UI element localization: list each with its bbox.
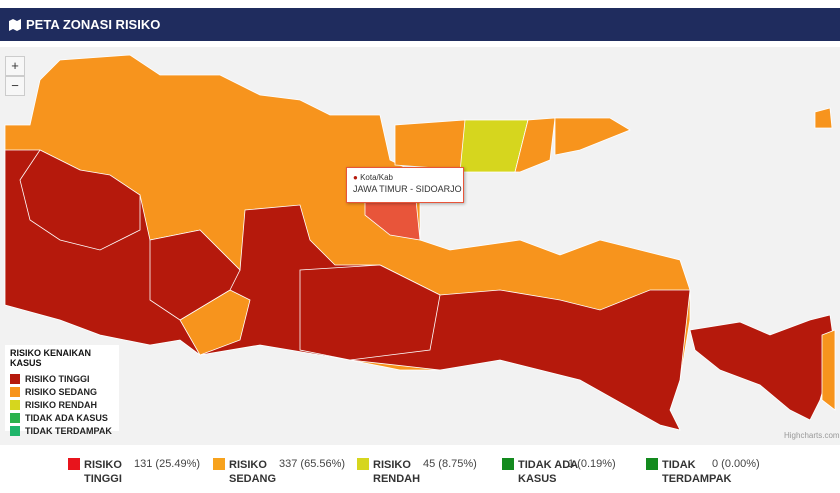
legend-label: TIDAK ADA KASUS xyxy=(25,412,108,423)
credit: Highcharts.com xyxy=(784,431,840,440)
region xyxy=(689,314,836,421)
summary-label: TIDAK ADA KASUS xyxy=(518,459,578,485)
summary-swatch xyxy=(646,458,658,470)
region xyxy=(19,149,141,251)
summary-label: RISIKO TINGGI xyxy=(84,459,122,485)
region xyxy=(394,119,466,171)
legend-swatch xyxy=(10,373,20,384)
summary-value: 337 (65.56%) xyxy=(279,458,346,470)
summary-value: 131 (25.49%) xyxy=(134,458,201,470)
zoom-in[interactable]: + xyxy=(5,56,25,76)
legend-swatch xyxy=(10,412,20,423)
summary-value: 45 (8.75%) xyxy=(423,458,477,470)
summary-label: TIDAK TERDAMPAK xyxy=(662,459,732,485)
legend-swatch xyxy=(10,386,20,397)
header: PETA ZONASI RISIKO xyxy=(0,8,840,41)
legend-item: RISIKO TINGGI xyxy=(10,372,119,385)
legend-label: RISIKO TINGGI xyxy=(25,373,90,384)
region xyxy=(299,264,441,361)
region xyxy=(821,329,836,411)
legend-title: RISIKO KENAIKAN KASUS xyxy=(10,348,92,368)
summary-swatch xyxy=(213,458,225,470)
region xyxy=(554,117,631,156)
tooltip-label-row: ● Kota/Kab xyxy=(353,173,393,182)
tooltip-label: Kota/Kab xyxy=(360,173,393,182)
region xyxy=(814,107,833,129)
legend-item: RISIKO SEDANG xyxy=(10,385,119,398)
legend-swatch xyxy=(10,425,20,436)
legend-label: TIDAK TERDAMPAK xyxy=(25,425,112,436)
header-title: PETA ZONASI RISIKO xyxy=(26,17,161,32)
legend-item: TIDAK ADA KASUS xyxy=(10,411,119,424)
legend-label: RISIKO SEDANG xyxy=(25,386,98,397)
legend-item: TIDAK TERDAMPAK xyxy=(10,424,119,437)
legend-swatch xyxy=(10,399,20,410)
summary-swatch xyxy=(502,458,514,470)
legend-item: RISIKO RENDAH xyxy=(10,398,119,411)
summary-label: RISIKO SEDANG xyxy=(229,459,277,485)
region xyxy=(514,117,556,173)
tooltip-value: JAWA TIMUR - SIDOARJO xyxy=(353,184,462,194)
regions xyxy=(4,54,836,431)
zoom-out[interactable]: − xyxy=(5,76,25,96)
legend: RISIKO KENAIKAN KASUS RISIKO TINGGI RISIK… xyxy=(5,345,119,436)
map xyxy=(0,47,840,445)
summary-value: 0 (0.00%) xyxy=(712,458,760,470)
summary-label: RISIKO RENDAH xyxy=(373,459,421,485)
legend-label: RISIKO RENDAH xyxy=(25,399,98,410)
tooltip: ● Kota/Kab JAWA TIMUR - SIDOARJO xyxy=(346,167,464,203)
map-icon xyxy=(9,19,21,31)
summary-swatch xyxy=(68,458,80,470)
region xyxy=(149,229,241,321)
summary-value: 1 (0.19%) xyxy=(568,458,616,470)
summary-swatch xyxy=(357,458,369,470)
